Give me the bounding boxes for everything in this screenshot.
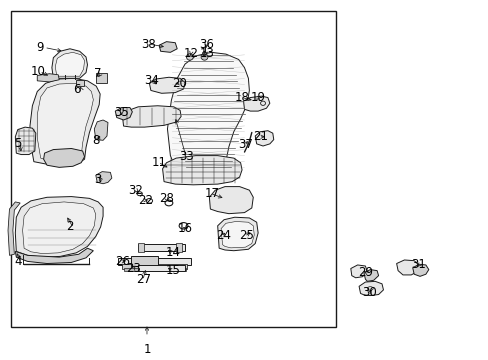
Polygon shape (115, 108, 132, 120)
Text: 29: 29 (357, 266, 372, 279)
Bar (118, 258, 190, 265)
Text: 21: 21 (253, 130, 268, 143)
Polygon shape (149, 77, 184, 93)
Bar (176, 243, 182, 252)
Polygon shape (94, 120, 108, 140)
Text: 34: 34 (144, 74, 159, 87)
Text: 4: 4 (14, 255, 22, 268)
Polygon shape (255, 131, 273, 146)
Polygon shape (22, 202, 96, 253)
Text: 8: 8 (92, 134, 100, 147)
Text: 19: 19 (250, 91, 265, 104)
Text: 24: 24 (216, 229, 231, 242)
Text: 31: 31 (410, 258, 425, 271)
Ellipse shape (201, 54, 207, 60)
Text: 11: 11 (152, 156, 166, 169)
Bar (131, 256, 158, 266)
Polygon shape (15, 127, 36, 154)
Text: 14: 14 (165, 246, 180, 259)
Polygon shape (209, 186, 253, 214)
Text: 33: 33 (178, 150, 193, 163)
Text: 35: 35 (114, 107, 128, 120)
Polygon shape (55, 52, 84, 76)
Polygon shape (162, 156, 242, 185)
Text: 13: 13 (199, 47, 214, 60)
Text: 36: 36 (199, 38, 214, 51)
Text: 5: 5 (14, 138, 21, 150)
Text: 22: 22 (138, 194, 153, 207)
Text: 27: 27 (136, 273, 151, 286)
Polygon shape (37, 83, 93, 162)
Text: 37: 37 (238, 139, 253, 152)
Bar (96, 73, 106, 82)
Text: 38: 38 (141, 38, 156, 51)
Polygon shape (412, 264, 428, 276)
Polygon shape (363, 270, 378, 281)
Bar (76, 80, 83, 86)
Polygon shape (52, 49, 87, 78)
Text: 26: 26 (115, 255, 130, 268)
Bar (138, 244, 184, 251)
Text: 17: 17 (204, 187, 219, 200)
Polygon shape (15, 248, 93, 264)
Ellipse shape (186, 54, 193, 60)
Text: 3: 3 (94, 173, 102, 186)
Polygon shape (350, 265, 366, 278)
Polygon shape (96, 172, 112, 184)
Text: 12: 12 (183, 47, 198, 60)
Text: 32: 32 (128, 184, 143, 197)
Text: 2: 2 (66, 220, 74, 233)
Text: 9: 9 (36, 41, 43, 54)
Text: 23: 23 (126, 262, 141, 275)
Bar (11, 12, 335, 327)
Ellipse shape (202, 51, 206, 55)
Polygon shape (8, 202, 20, 255)
Text: 7: 7 (94, 67, 102, 80)
Text: 18: 18 (234, 91, 249, 104)
Text: 6: 6 (73, 82, 80, 95)
Polygon shape (167, 52, 249, 172)
Polygon shape (358, 281, 383, 296)
Text: 25: 25 (238, 229, 253, 242)
Polygon shape (217, 217, 258, 251)
Polygon shape (122, 106, 181, 127)
Bar (138, 265, 184, 271)
Bar (122, 264, 187, 269)
Bar (138, 243, 144, 252)
Text: 16: 16 (177, 222, 192, 235)
Text: 28: 28 (159, 192, 174, 205)
Polygon shape (30, 78, 100, 165)
Polygon shape (159, 42, 177, 52)
Text: 30: 30 (362, 285, 376, 298)
Polygon shape (43, 148, 84, 167)
Text: 15: 15 (165, 264, 180, 277)
Polygon shape (243, 96, 269, 111)
Polygon shape (396, 260, 418, 275)
Text: 20: 20 (172, 77, 187, 90)
Polygon shape (15, 197, 103, 257)
Bar (123, 268, 185, 271)
Polygon shape (221, 221, 254, 248)
Text: 1: 1 (143, 343, 150, 356)
Text: 10: 10 (31, 65, 46, 78)
Polygon shape (37, 74, 59, 82)
